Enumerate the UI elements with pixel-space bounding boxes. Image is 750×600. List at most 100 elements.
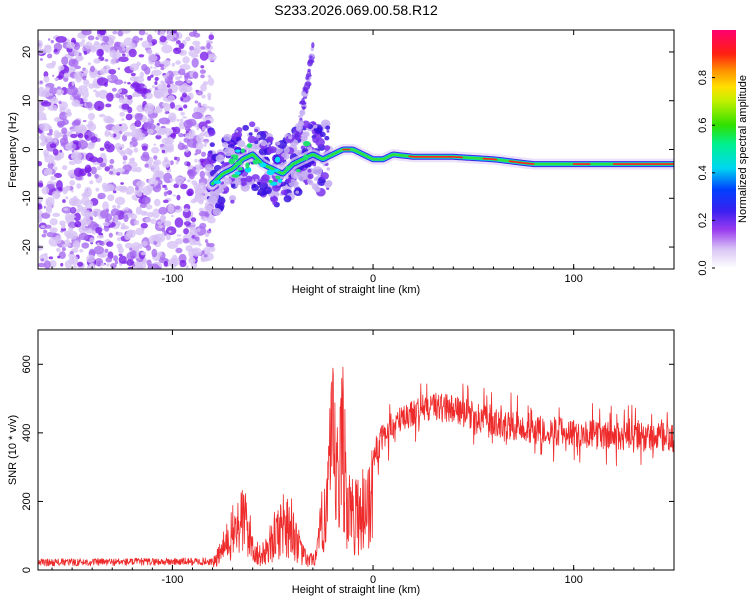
spectrogram-noise-blob xyxy=(96,234,104,239)
spectrogram-noise-blob xyxy=(127,94,133,100)
snr-y-ticks: 0 200 400 600 xyxy=(21,355,674,573)
spectrogram-scatter-blob xyxy=(295,190,300,194)
spectrogram-noise-blob xyxy=(132,264,136,267)
spectrogram-noise-blob xyxy=(191,53,197,59)
spectrogram-noise-blob xyxy=(182,56,190,64)
spectrogram-noise-blob xyxy=(173,36,178,41)
spectrogram-noise-blob xyxy=(176,234,182,237)
spectrogram-noise-blob xyxy=(186,118,197,127)
spectrogram-noise-blob xyxy=(155,92,161,99)
spectrogram-noise-blob xyxy=(53,166,58,171)
spectrogram-noise-blob xyxy=(86,265,89,269)
spectrogram-noise-blob xyxy=(201,250,205,255)
spectrogram-noise-blob xyxy=(57,255,61,259)
spectrogram-noise-blob xyxy=(143,210,148,216)
spectrogram-noise-blob xyxy=(95,226,103,234)
spectrogram-noise-blob xyxy=(166,95,176,102)
spectrogram-noise-blob xyxy=(144,163,149,168)
spectrogram-noise-blob xyxy=(62,134,68,142)
spectrogram-noise-blob xyxy=(144,66,151,75)
spectrogram-noise-blob xyxy=(130,250,137,259)
spectrogram-noise-blob xyxy=(50,92,53,96)
spectrogram-noise-blob xyxy=(148,54,158,62)
spectrogram-noise-blob xyxy=(48,38,51,41)
spectrogram-scatter-blob xyxy=(256,134,261,139)
spectrogram-noise-blob xyxy=(174,176,185,184)
spectrogram-noise-blob xyxy=(68,160,77,166)
spectrogram-noise-blob xyxy=(151,146,160,154)
spectrogram-noise-blob xyxy=(206,42,211,50)
spectrogram-noise-blob xyxy=(49,218,58,226)
spectrogram-noise-blob xyxy=(45,206,52,215)
spectrogram-noise-blob xyxy=(195,141,204,151)
spectrogram-arc-blob xyxy=(297,114,303,118)
spectrogram-noise-blob xyxy=(130,157,135,162)
spectrogram-noise-blob xyxy=(85,41,93,50)
spectrogram-noise-blob xyxy=(150,38,158,45)
spectrogram-ridge-core xyxy=(508,160,535,165)
spectrogram-scatter-blob xyxy=(241,183,245,187)
spectrogram-noise-blob xyxy=(96,242,100,247)
spectrogram-noise-blob xyxy=(86,254,96,263)
spectrogram-noise-blob xyxy=(112,30,118,35)
spectrogram-noise-blob xyxy=(67,221,77,229)
spectrogram-noise-blob xyxy=(201,94,206,99)
spectrogram-scatter-blob xyxy=(303,176,308,180)
spectrogram-noise-blob xyxy=(44,86,50,92)
spectrogram-noise-blob xyxy=(54,77,59,81)
spectrogram-noise-blob xyxy=(58,71,65,79)
spectrogram-noise-blob xyxy=(180,183,188,190)
spectrogram-noise-blob xyxy=(147,263,160,269)
spectrogram-noise-blob xyxy=(38,182,44,188)
spectrogram-noise-blob xyxy=(54,156,59,161)
spectrogram-noise-blob xyxy=(75,75,82,83)
spectrogram-noise-blob xyxy=(60,262,64,267)
spectrogram-noise-blob xyxy=(140,251,147,256)
spectrogram-noise-blob xyxy=(154,30,157,33)
spectrogram-noise-blob xyxy=(168,230,172,233)
spectrogram-noise-blob xyxy=(131,167,137,173)
spectrogram-noise-blob xyxy=(184,132,194,139)
spectrogram-noise-blob xyxy=(139,71,145,78)
spectrogram-noise-blob xyxy=(43,168,53,176)
spectrogram-noise-blob xyxy=(81,48,85,50)
spectrogram-noise-blob xyxy=(70,133,78,139)
spectrogram-scatter-blob xyxy=(237,140,246,148)
spectrogram-noise-blob xyxy=(65,196,69,200)
spectrogram-noise-blob xyxy=(90,136,98,143)
spectrogram-noise-blob xyxy=(153,198,161,207)
spectrogram-noise-blob xyxy=(158,127,168,136)
spectrogram-noise-blob xyxy=(150,74,154,78)
spectrogram-noise-blob xyxy=(145,108,154,115)
spectrogram-noise-blob xyxy=(134,132,146,141)
spectrogram-noise-blob xyxy=(70,189,74,193)
spectrogram-scatter-blob xyxy=(212,207,222,216)
spectrogram-noise-blob xyxy=(179,118,184,122)
spectrogram-noise-blob xyxy=(118,185,128,193)
spectrogram-noise-blob xyxy=(110,263,117,269)
spectrogram-scatter-blob xyxy=(326,167,331,171)
snr-x-axis-label: Height of straight line (km) xyxy=(292,584,420,596)
spectrogram-noise-blob xyxy=(207,74,212,79)
spectrogram-noise-blob xyxy=(69,251,74,255)
spectrogram-noise-blob xyxy=(43,229,48,234)
spectrogram-noise-blob xyxy=(175,238,184,245)
spectrogram-noise-blob xyxy=(94,40,100,46)
spectrogram-noise-blob xyxy=(81,221,87,227)
spectrogram-noise-blob xyxy=(96,49,104,57)
spectrogram-scatter-blob xyxy=(283,147,290,154)
spectrogram-noise-blob xyxy=(95,187,100,192)
spectrogram-arc-blob xyxy=(298,121,302,129)
spectrogram-noise-blob xyxy=(123,214,129,223)
spectrogram-noise-blob xyxy=(150,184,155,187)
spectrogram-noise-blob xyxy=(186,265,189,269)
spectrogram-noise-blob xyxy=(164,137,174,145)
spectrogram-noise-blob xyxy=(99,162,107,168)
spectrogram-noise-blob xyxy=(56,120,66,127)
spectrogram-scatter-blob xyxy=(230,199,235,204)
spectrogram-noise-blob xyxy=(128,48,137,58)
spectrogram-noise-blob xyxy=(153,143,157,146)
spectrogram-scatter-blob xyxy=(247,135,256,144)
spectrogram-noise-blob xyxy=(159,254,162,257)
spectrogram-noise-blob xyxy=(47,162,54,170)
